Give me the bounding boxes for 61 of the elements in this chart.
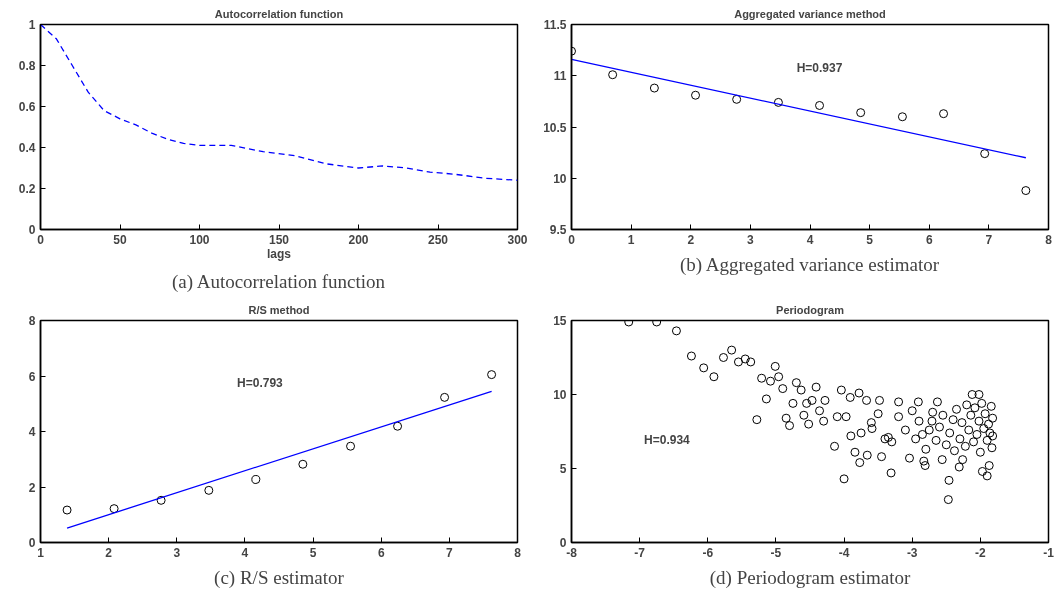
text: (d) Periodogram estimator bbox=[709, 566, 911, 589]
x-tick-label: 5 bbox=[309, 545, 317, 560]
x-tick-label: 4 bbox=[806, 232, 814, 247]
x-tick-label: -3 bbox=[906, 545, 918, 560]
text: (c) R/S estimator bbox=[214, 566, 345, 589]
y-tick-label: 2 bbox=[28, 480, 36, 495]
chart-title: Periodogram bbox=[776, 303, 845, 316]
y-tick-label: 4 bbox=[28, 425, 36, 439]
y-tick-label: 15 bbox=[553, 314, 567, 328]
y-tick-label: 0.6 bbox=[18, 100, 36, 114]
text: (a) Autocorrelation function bbox=[171, 270, 386, 293]
y-tick-label: 9.5 bbox=[549, 223, 567, 237]
y-tick-label: 6 bbox=[28, 369, 36, 384]
chart-title: Aggregated variance method bbox=[734, 7, 886, 20]
y-tick-label: 0.2 bbox=[18, 182, 36, 196]
x-tick-label: 6 bbox=[377, 545, 385, 560]
x-tick-label: 300 bbox=[507, 232, 528, 247]
y-tick-label: 0 bbox=[28, 536, 36, 550]
x-tick-label: -1 bbox=[1043, 545, 1055, 560]
x-axis-title: lags bbox=[266, 246, 292, 261]
y-tick-label: 5 bbox=[559, 462, 567, 476]
annotation: H=0.793 bbox=[237, 375, 284, 390]
y-tick-label: 1 bbox=[28, 18, 36, 32]
x-tick-label: -5 bbox=[770, 545, 782, 560]
y-tick-label: 0 bbox=[28, 223, 36, 237]
x-tick-label: 150 bbox=[268, 232, 290, 247]
x-tick-label: -6 bbox=[702, 545, 714, 560]
x-tick-label: -2 bbox=[975, 545, 987, 560]
annotation: H=0.937 bbox=[796, 60, 843, 75]
y-tick-label: 0 bbox=[559, 536, 567, 550]
y-tick-label: 10 bbox=[553, 171, 567, 186]
x-tick-label: 8 bbox=[514, 545, 522, 560]
x-tick-label: 50 bbox=[113, 232, 127, 247]
x-tick-label: 6 bbox=[925, 232, 933, 247]
x-tick-label: 100 bbox=[189, 232, 210, 247]
chart-title: R/S method bbox=[248, 303, 310, 316]
x-tick-label: 1 bbox=[627, 232, 635, 247]
annotation: H=0.934 bbox=[644, 433, 691, 448]
x-tick-label: -8 bbox=[566, 545, 578, 560]
x-tick-label: 2 bbox=[105, 545, 113, 560]
text: (b) Aggregated variance estimator bbox=[679, 253, 940, 276]
x-tick-label: -7 bbox=[634, 545, 646, 560]
y-tick-label: 10 bbox=[553, 388, 567, 402]
y-tick-label: 8 bbox=[28, 314, 36, 328]
x-tick-label: 4 bbox=[241, 545, 249, 560]
x-tick-label: 250 bbox=[427, 232, 449, 247]
y-tick-label: 11 bbox=[553, 69, 567, 84]
x-tick-label: 7 bbox=[985, 232, 993, 247]
y-tick-label: 0.8 bbox=[18, 59, 36, 73]
x-tick-label: 7 bbox=[446, 545, 454, 560]
x-tick-label: 2 bbox=[687, 232, 695, 247]
chart-title: Autocorrelation function bbox=[214, 7, 344, 20]
y-tick-label: 10.5 bbox=[543, 120, 567, 135]
y-tick-label: 11.5 bbox=[543, 18, 567, 32]
x-tick-label: 200 bbox=[348, 232, 369, 247]
x-tick-label: 3 bbox=[173, 545, 181, 560]
x-tick-label: -4 bbox=[838, 545, 850, 560]
x-tick-label: 5 bbox=[866, 232, 874, 247]
x-tick-label: 8 bbox=[1045, 232, 1053, 247]
y-tick-label: 0.4 bbox=[18, 141, 36, 155]
x-tick-label: 3 bbox=[747, 232, 755, 247]
